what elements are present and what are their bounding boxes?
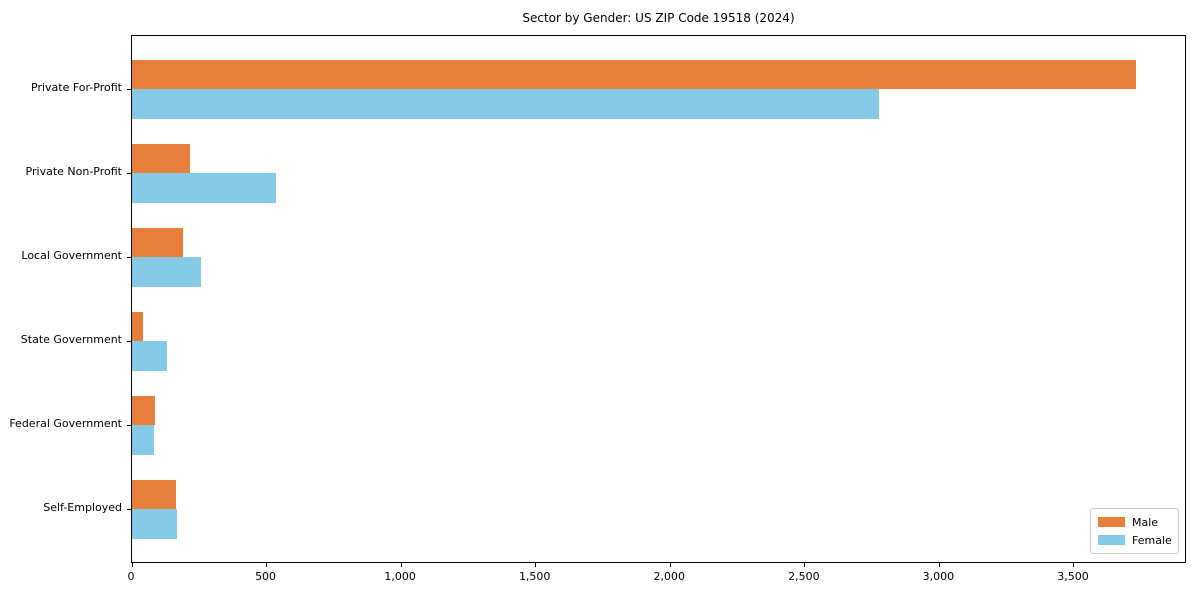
bar-male-0 [132, 59, 1136, 89]
bar-female-5 [132, 509, 177, 539]
x-tick-2 [400, 562, 402, 567]
y-tick-label-5: Self-Employed [43, 501, 122, 514]
bar-male-2 [132, 227, 183, 257]
y-tick-5 [127, 508, 131, 510]
male-swatch [1098, 517, 1125, 527]
y-tick-label-3: State Government [20, 333, 122, 346]
y-tick-2 [127, 256, 131, 258]
x-tick-label-4: 2,000 [653, 570, 686, 583]
bar-female-0 [132, 89, 879, 119]
y-tick-label-2: Local Government [21, 249, 122, 262]
bar-male-3 [132, 311, 143, 341]
x-tick-5 [804, 562, 806, 567]
y-tick-label-4: Federal Government [9, 417, 122, 430]
bar-male-1 [132, 143, 190, 173]
x-tick-label-5: 2,500 [788, 570, 820, 583]
legend-entry-male: Male [1098, 515, 1171, 529]
legend-label-male: Male [1132, 515, 1159, 529]
y-tick-0 [127, 88, 131, 90]
bar-female-1 [132, 173, 276, 203]
plot-area [127, 35, 1186, 567]
y-tick-3 [127, 340, 131, 342]
legend-label-female: Female [1132, 533, 1172, 547]
x-tick-label-7: 3,500 [1057, 570, 1089, 583]
x-tick-6 [938, 562, 940, 567]
bar-male-4 [132, 395, 155, 425]
legend-entry-female: Female [1098, 533, 1172, 547]
y-tick-label-0: Private For-Profit [31, 81, 122, 94]
x-tick-label-6: 3,000 [922, 570, 955, 583]
female-swatch [1098, 535, 1125, 545]
chart-title: Sector by Gender: US ZIP Code 19518 (202… [522, 11, 795, 25]
x-tick-3 [535, 562, 537, 567]
x-tick-label-1: 500 [255, 570, 277, 583]
x-tick-label-2: 1,000 [384, 570, 416, 583]
y-tick-1 [127, 172, 131, 174]
x-tick-7 [1073, 562, 1075, 567]
bar-male-5 [132, 479, 176, 509]
y-tick-label-1: Private Non-Profit [25, 165, 122, 178]
x-tick-0 [131, 562, 133, 567]
x-tick-label-0: 0 [127, 570, 135, 583]
bar-female-4 [132, 425, 154, 455]
bar-female-3 [132, 341, 167, 371]
x-tick-4 [669, 562, 671, 567]
x-tick-label-3: 1,500 [518, 570, 551, 583]
x-tick-1 [266, 562, 268, 567]
bar-female-2 [132, 257, 201, 287]
y-tick-4 [127, 424, 131, 426]
legend: Male Female [1090, 508, 1179, 554]
